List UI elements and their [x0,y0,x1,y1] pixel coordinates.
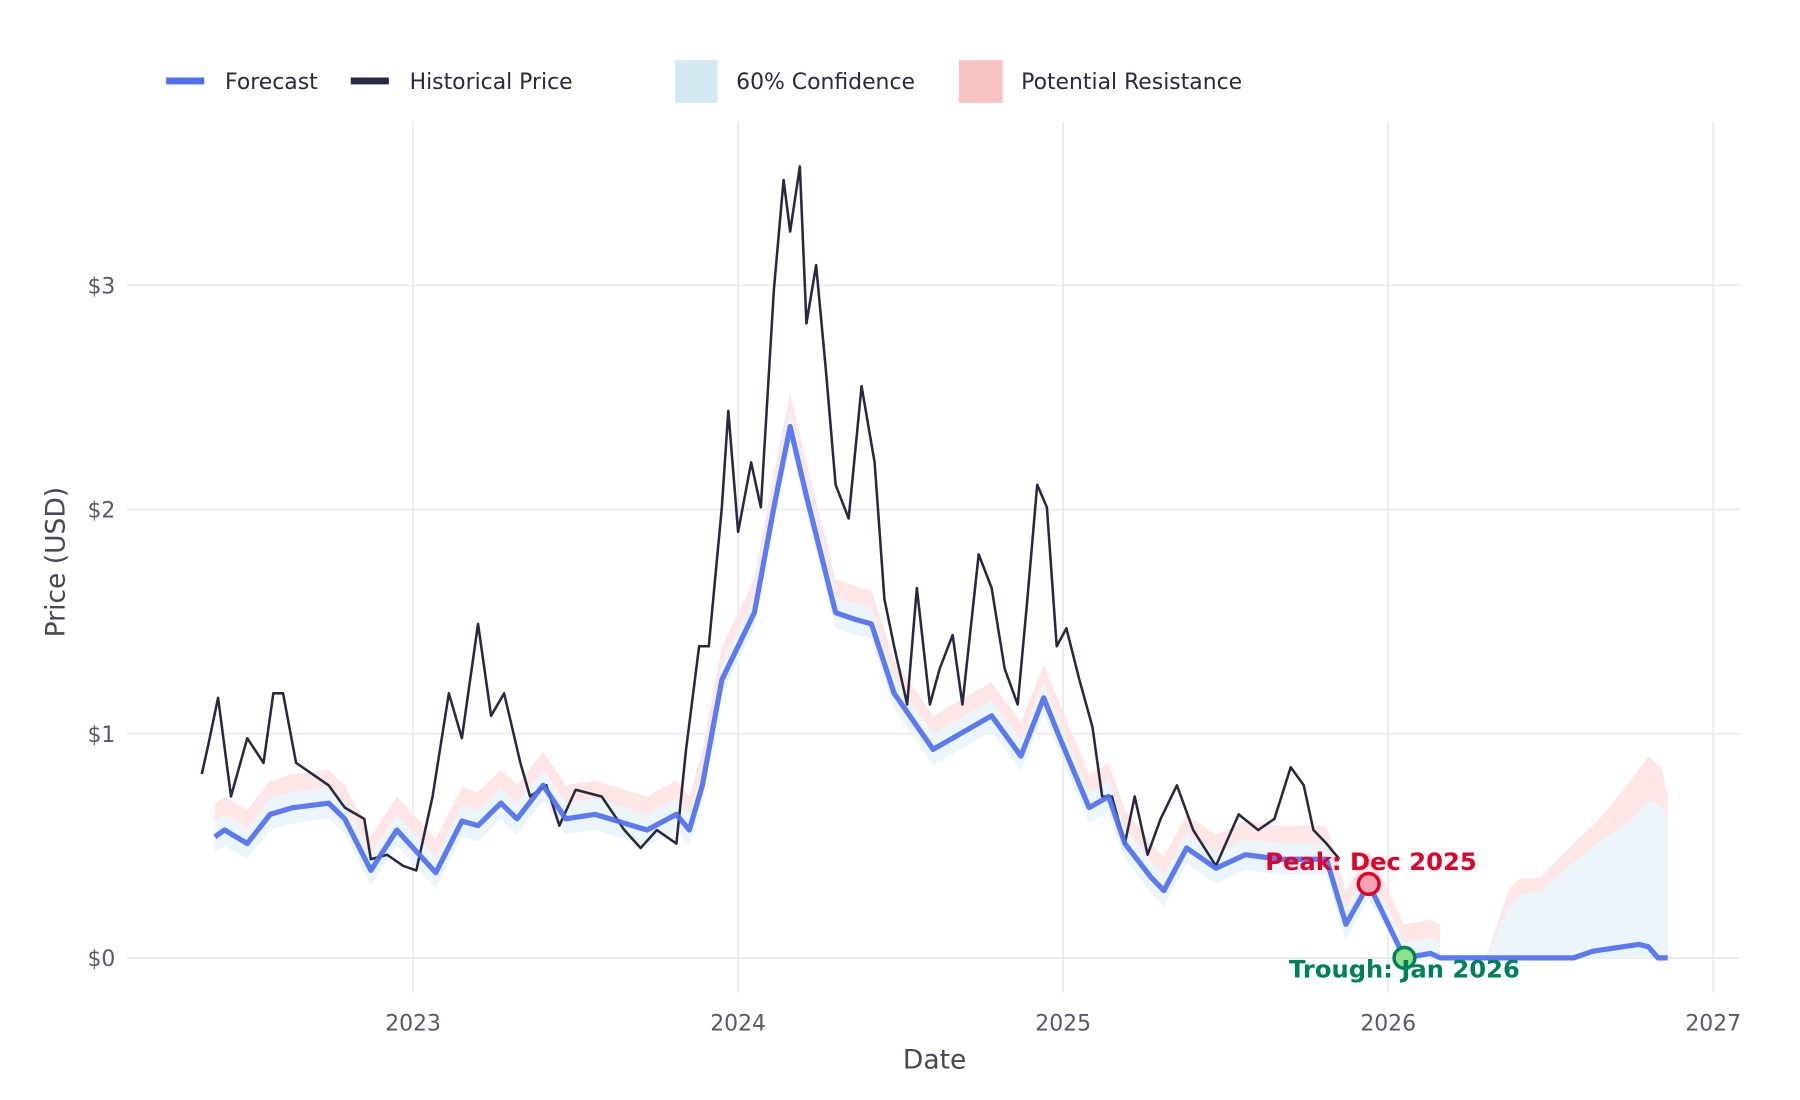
legend-item-forecast[interactable]: Forecast [166,70,318,95]
x-tick-label: 2023 [385,1012,441,1037]
x-tick-label: 2027 [1685,1012,1741,1037]
legend-item-confidence[interactable]: 60% Confidence [675,60,915,103]
confidence-band [214,410,1441,958]
x-tick-label: 2024 [710,1012,766,1037]
x-axis-title: Date [903,1045,966,1076]
legend-label-confidence: 60% Confidence [736,70,915,95]
trough-marker [1392,945,1417,970]
x-tick-label: 2025 [1035,1012,1091,1037]
peak-marker [1356,871,1381,897]
y-tick-label: $2 [88,499,116,524]
confidence-band-tail [1485,800,1668,958]
annotations: Peak: Dec 2025 Trough: Jan 2026 [1265,848,1520,983]
trough-label: Trough: Jan 2026 [1289,956,1520,984]
legend-label-historical: Historical Price [410,70,573,95]
legend-swatch-confidence [675,60,718,103]
legend: Forecast Historical Price 60% Confidence… [166,60,1242,103]
y-tick-label: $0 [88,947,116,972]
y-tick-label: $1 [88,723,116,748]
legend-item-historical[interactable]: Historical Price [350,70,573,95]
y-axis-title: Price (USD) [41,487,72,637]
legend-label-resistance: Potential Resistance [1021,70,1242,95]
band-areas [214,392,1668,958]
legend-swatch-resistance [958,60,1003,103]
x-tick-label: 2026 [1360,1012,1416,1037]
peak-label: Peak: Dec 2025 [1265,848,1476,876]
legend-label-forecast: Forecast [225,70,318,95]
y-tick-label: $3 [88,274,116,299]
resistance-band-tail [1485,756,1668,958]
tick-labels: 2023 2024 2025 2026 2027 $0 $1 $2 $3 [88,274,1742,1036]
legend-item-resistance[interactable]: Potential Resistance [958,60,1242,103]
